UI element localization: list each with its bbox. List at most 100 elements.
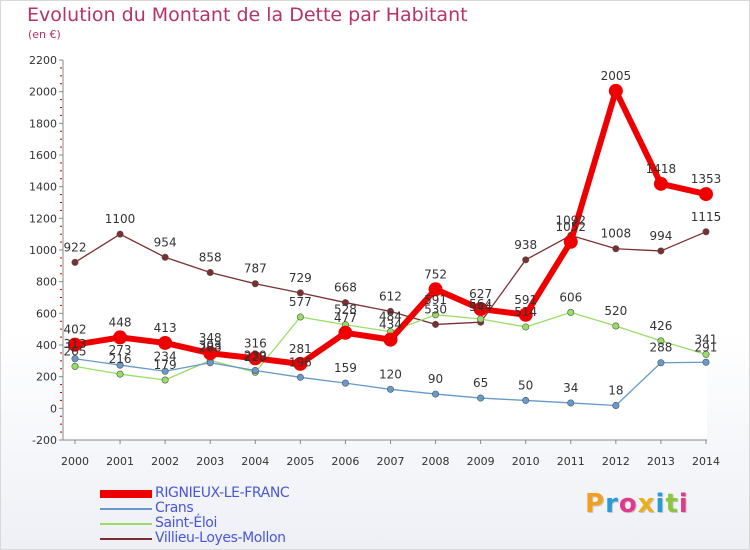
data-label: 591 [514,293,537,307]
data-label: 413 [154,321,177,335]
data-point [518,307,533,322]
data-label: 348 [199,331,222,345]
legend-swatch [100,538,152,540]
x-tick-label: 2005 [286,455,314,468]
x-tick-label: 2014 [692,455,720,468]
data-label: 564 [469,297,492,311]
legend-label: Crans [155,500,194,516]
data-point [248,351,263,366]
plot-area [63,60,707,440]
y-tick-label: 2000 [29,86,57,99]
legend-label: RIGNIEUX-LE-FRANC [155,485,290,501]
data-label: 787 [244,262,267,276]
data-point [383,332,398,347]
data-label: 265 [64,344,87,358]
data-label: 179 [154,358,177,372]
data-label: 34 [563,381,578,395]
y-tick-label: 1000 [29,244,57,257]
data-point [296,373,304,381]
logo-letter: P [585,489,606,519]
data-point [432,320,440,328]
data-label: 612 [379,289,402,303]
legend-swatch [100,490,152,498]
x-tick-label: 2012 [602,455,630,468]
data-point [612,245,620,253]
y-tick-label: -200 [32,434,57,447]
data-point [116,370,124,378]
logo-letter: t [665,489,679,519]
data-label: 341 [695,332,718,346]
data-point [657,247,665,255]
data-label: 530 [424,302,447,316]
data-label: 627 [469,287,492,301]
data-point [473,302,488,317]
data-label: 544 [469,300,492,314]
y-tick-label: 0 [50,402,57,415]
x-tick-label: 2007 [376,455,404,468]
data-point [567,308,575,316]
data-label: 1115 [691,210,722,224]
data-point [71,258,79,266]
data-point [522,323,530,331]
data-label: 426 [649,319,672,333]
x-tick-label: 2013 [647,455,675,468]
data-point [251,366,259,374]
data-point [203,346,218,361]
data-point [698,187,713,202]
data-label: 577 [289,295,312,309]
data-point [612,401,620,409]
y-tick-label: 1200 [29,212,57,225]
data-label: 2005 [601,69,632,83]
data-point [296,313,304,321]
y-tick-label: 400 [36,339,57,352]
x-tick-label: 2004 [241,455,269,468]
data-label: 922 [64,240,87,254]
data-point [251,280,259,288]
legend-label: Villieu-Loyes-Mollon [155,530,286,546]
data-label: 288 [649,341,672,355]
data-point [206,268,214,276]
data-point [68,337,82,352]
logo-letter: i [655,489,666,519]
legend-label: Saint-Éloi [155,515,217,531]
data-label: 1100 [105,212,136,226]
data-label: 159 [334,361,357,375]
data-point [206,359,214,367]
data-point [702,358,710,366]
data-point [428,282,443,297]
data-label: 954 [154,235,177,249]
data-label: 90 [428,372,443,386]
data-point [702,228,710,236]
data-label: 528 [334,303,357,317]
data-point [477,315,485,323]
y-tick-label: 800 [36,276,57,289]
data-point [116,361,124,369]
y-tick-label: 2200 [29,54,57,67]
data-label: 1418 [646,162,677,176]
y-tick-label: 200 [36,371,57,384]
x-tick-label: 2001 [106,455,134,468]
x-tick-label: 2002 [151,455,179,468]
data-point [522,396,530,404]
x-tick-label: 2006 [331,455,359,468]
data-point [341,379,349,387]
data-label: 520 [604,304,627,318]
data-point [657,337,665,345]
data-point [386,307,394,315]
data-label: 273 [109,343,132,357]
data-point [161,253,169,261]
data-label: 303 [199,338,222,352]
data-label: 228 [244,350,267,364]
data-label: 120 [379,367,402,381]
data-label: 216 [109,352,132,366]
data-label: 234 [154,349,177,363]
data-label: 752 [424,267,447,281]
data-label: 668 [334,281,357,295]
logo-letter: i [678,489,689,519]
data-label: 18 [608,383,623,397]
x-tick-label: 2008 [422,455,450,468]
x-tick-label: 2011 [557,455,585,468]
y-tick-label: 1400 [29,181,57,194]
chart-subtitle: (en €) [28,28,61,41]
data-point [158,335,173,350]
